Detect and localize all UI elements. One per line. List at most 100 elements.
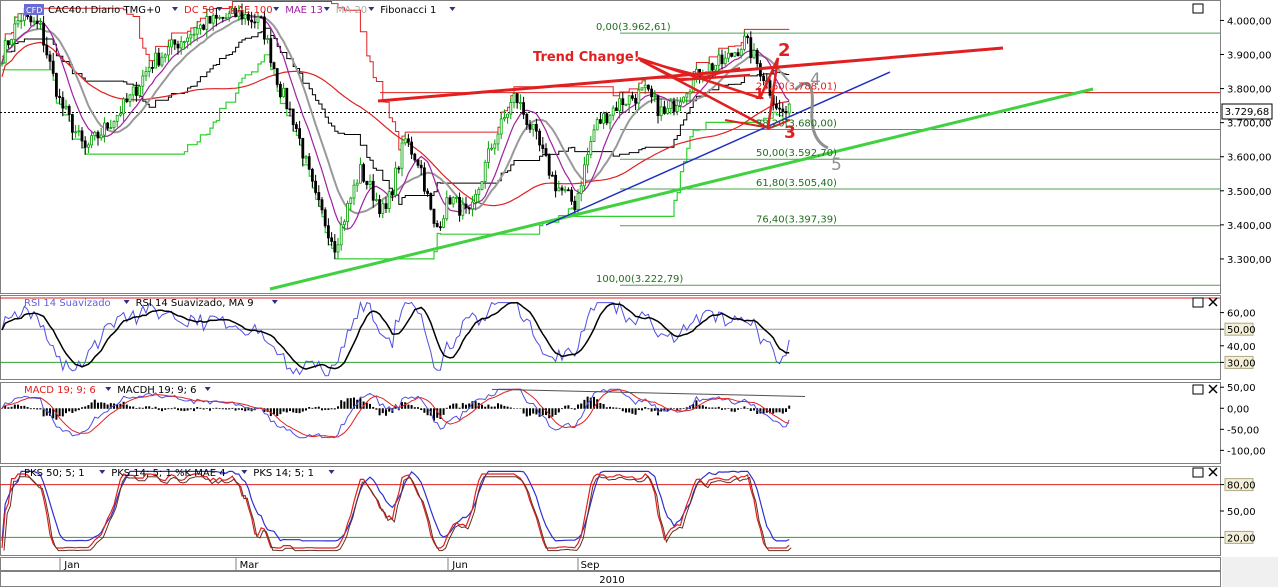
pks14-line — [1, 473, 790, 549]
candle-body — [461, 203, 465, 216]
ytick-label: 60,00 — [1227, 309, 1256, 320]
candle-body — [278, 84, 282, 98]
macdh-bar — [129, 406, 131, 409]
candle-body — [474, 194, 478, 203]
candle-body — [544, 148, 548, 156]
macdh-bar — [151, 407, 154, 409]
candle-body — [666, 108, 669, 114]
candle-body — [467, 207, 471, 210]
macdh-bar — [673, 408, 675, 409]
candle-body — [608, 114, 612, 124]
chevron-down-icon — [328, 470, 335, 474]
macdh-bar — [305, 408, 307, 411]
candle-body — [298, 128, 302, 139]
macd-maximize-button[interactable] — [1192, 384, 1204, 395]
candle-body — [586, 154, 589, 166]
rsi-maximize-button[interactable] — [1192, 297, 1204, 308]
macd-panel[interactable]: MACD 19; 9; 6 MACDH 19; 9; 6 50,00 0,00 -50… — [0, 382, 1266, 464]
macdh-bar — [199, 407, 202, 409]
candle-body — [230, 7, 234, 14]
legend-item-3: MAE 100 — [229, 5, 273, 16]
candle-body — [128, 94, 132, 103]
candle-body — [438, 226, 442, 229]
blue-trendline — [545, 71, 891, 226]
macdh-bar — [749, 408, 752, 412]
green-trendline — [269, 87, 1094, 291]
pks-panel[interactable]: PKS 50; 5; 1 PKS 14; 5; 1 %K MAE 4 PKS 14;… — [0, 466, 1256, 556]
price-panel[interactable]: Trend Change! 1 2 3 4 5 0,00(3.962,61) 23,60(3… — [0, 0, 1273, 294]
rsi-close-icon[interactable] — [1208, 297, 1218, 307]
candle-body — [563, 189, 567, 192]
pks-maximize-button[interactable] — [1192, 467, 1204, 478]
macdh-bar — [167, 408, 170, 410]
candle-body — [659, 106, 663, 116]
macdh-bar — [369, 403, 371, 409]
candle-body — [182, 41, 186, 43]
candle-body — [186, 37, 190, 42]
macdh-bar — [682, 408, 685, 409]
price-maximize-button[interactable] — [1192, 3, 1204, 14]
macdh-bar — [49, 408, 51, 416]
candle-body — [310, 168, 314, 182]
macdh-bar — [708, 407, 711, 409]
candle-body — [486, 148, 490, 163]
macd-line — [1, 388, 790, 439]
macdh-bar — [295, 408, 298, 413]
macdh-bar — [189, 408, 192, 410]
candle-body — [720, 54, 724, 65]
macdh-bar — [452, 403, 455, 409]
candle-body — [144, 70, 148, 77]
fib-label-2: 38,20(3.680,00) — [756, 118, 837, 129]
candle-body — [394, 167, 398, 196]
macdh-bar — [650, 408, 653, 412]
chevron-down-icon — [105, 387, 112, 391]
macd-close-icon[interactable] — [1208, 384, 1218, 394]
legend-item-5: MA 20 — [336, 5, 367, 16]
candle-body — [358, 164, 362, 184]
rsi-panel[interactable]: RSI 14 Suavizado RSI 14 Suavizado, MA 9 6… — [0, 295, 1256, 380]
candle-body — [26, 14, 30, 17]
price-legend: CFD CAC40.I Diario TMG+0 DC 50 MAE 100 MAE 1… — [24, 4, 456, 16]
candle-body — [410, 141, 414, 155]
wave-label-1: 1 — [754, 85, 764, 103]
macdh-bar — [695, 400, 698, 409]
macdh-bar — [442, 408, 445, 415]
candle-body — [326, 225, 330, 239]
macdh-bar — [772, 408, 775, 414]
macdh-bar — [282, 408, 285, 412]
macdh-bar — [644, 407, 647, 409]
candle-body — [266, 38, 270, 40]
macdh-bar — [161, 408, 163, 412]
macdh-bar — [426, 408, 429, 416]
macdh-bar — [285, 408, 288, 413]
chevron-down-icon — [323, 7, 330, 11]
candle-body — [490, 147, 494, 150]
ytick-label: 0,00 — [1227, 404, 1249, 415]
candle-body — [557, 187, 561, 192]
pks-close-icon[interactable] — [1208, 467, 1218, 477]
macdh-bar — [487, 404, 490, 409]
pks-legend: PKS 50; 5; 1 PKS 14; 5; 1 %K MAE 4 PKS 14;… — [24, 468, 335, 479]
candle-body — [416, 159, 420, 166]
macdh-bar — [84, 406, 87, 409]
macdh-bar — [333, 408, 336, 410]
candle-body — [573, 200, 577, 210]
macdh-bar — [612, 407, 615, 409]
macdh-bar — [525, 408, 528, 417]
macdh-bar — [109, 403, 112, 409]
macdh-bar — [465, 404, 467, 409]
macdh-bar — [193, 408, 195, 412]
candle-body — [739, 48, 743, 56]
macdh-bar — [157, 408, 160, 410]
candle-body — [669, 100, 673, 109]
macdh-bar — [717, 406, 720, 409]
fib-label-3: 50,00(3.592,70) — [756, 148, 837, 159]
candle-body — [374, 199, 378, 201]
candle-body — [605, 113, 609, 124]
candle-body — [51, 60, 55, 74]
candle-body — [349, 197, 353, 204]
macdh-bar — [490, 406, 493, 409]
candle-body — [64, 106, 68, 109]
candle-body — [672, 100, 676, 112]
